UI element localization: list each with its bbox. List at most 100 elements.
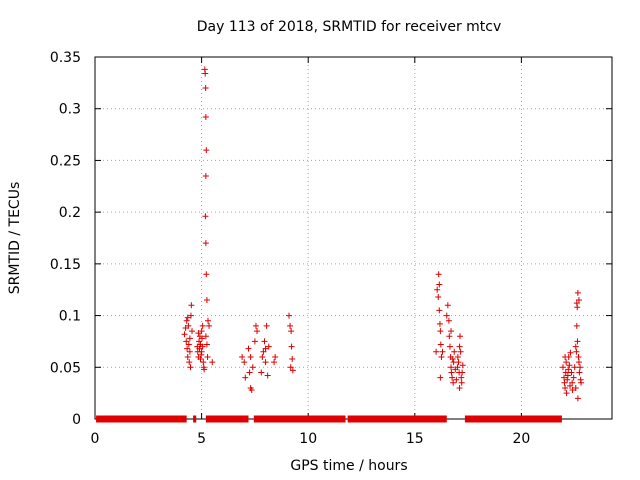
data-point [188, 302, 195, 309]
data-point [252, 322, 259, 329]
data-point [456, 333, 463, 340]
data-point [454, 364, 461, 371]
data-point [203, 341, 210, 348]
data-point [433, 348, 440, 355]
data-point [203, 147, 210, 154]
data-point [458, 374, 465, 381]
data-point [573, 322, 580, 329]
data-point [287, 322, 294, 329]
data-point [569, 387, 576, 394]
data-point [561, 379, 568, 386]
data-point [435, 271, 442, 278]
data-point [245, 345, 252, 352]
data-point [242, 374, 249, 381]
data-point [204, 317, 211, 324]
data-point [184, 353, 191, 360]
data-point [241, 359, 248, 366]
data-point [450, 379, 457, 386]
y-tick-label: 0.2 [59, 205, 81, 221]
data-point [197, 356, 204, 363]
data-point [198, 328, 205, 335]
data-point [443, 312, 450, 319]
x-tick-label: 5 [197, 431, 206, 447]
data-point [575, 353, 582, 360]
data-point [574, 304, 581, 311]
data-point [199, 335, 206, 342]
data-point [200, 359, 207, 366]
gridlines [95, 56, 612, 419]
data-point [435, 293, 442, 300]
data-point [562, 384, 569, 391]
data-point [569, 379, 576, 386]
data-point [446, 333, 453, 340]
data-point [185, 341, 192, 348]
data-points [181, 66, 585, 402]
data-point [183, 317, 190, 324]
data-point [567, 349, 574, 356]
data-point [439, 348, 446, 355]
data-point [209, 359, 216, 366]
data-point [574, 395, 581, 402]
data-point [563, 390, 570, 397]
y-tick-label: 0.3 [59, 102, 81, 118]
data-point [437, 328, 444, 335]
y-tick-label: 0.05 [50, 360, 81, 376]
data-point [264, 372, 271, 379]
y-tick-label: 0.1 [59, 309, 81, 325]
chart-title: Day 113 of 2018, SRMTID for receiver mtc… [197, 19, 502, 35]
y-tick-label: 0 [72, 412, 81, 428]
data-point [564, 376, 571, 383]
data-point [577, 364, 584, 371]
data-point [288, 328, 295, 335]
data-point [449, 374, 456, 381]
data-point [287, 364, 294, 371]
data-point [202, 85, 209, 92]
data-point [436, 307, 443, 314]
data-point [272, 353, 279, 360]
data-point [568, 369, 575, 376]
data-point [438, 353, 445, 360]
data-point [258, 369, 265, 376]
data-point [246, 369, 253, 376]
data-point [437, 341, 444, 348]
data-point [566, 362, 573, 369]
data-point [187, 364, 194, 371]
data-point [186, 359, 193, 366]
x-tick-label: 15 [406, 431, 424, 447]
data-point [185, 322, 192, 329]
data-point [457, 348, 464, 355]
data-point [259, 353, 266, 360]
data-point [459, 362, 466, 369]
data-point [271, 359, 278, 366]
data-point [262, 359, 269, 366]
data-point [575, 359, 582, 366]
y-tick-labels: 0 0.05 0.1 0.15 0.2 0.25 0.3 0.35 [50, 50, 81, 428]
data-point [455, 359, 462, 366]
data-point [184, 314, 191, 321]
data-point [199, 322, 206, 329]
x-tick-label: 0 [91, 431, 100, 447]
data-point [571, 364, 578, 371]
data-point [198, 348, 205, 355]
data-point [195, 330, 202, 337]
data-point [459, 369, 466, 376]
data-point [446, 343, 453, 350]
data-point [448, 328, 455, 335]
y-tick-label: 0.35 [50, 50, 81, 66]
data-point [262, 345, 269, 352]
data-point [187, 312, 194, 319]
data-point [559, 364, 566, 371]
data-point [251, 338, 258, 345]
data-point [260, 348, 267, 355]
data-point [196, 338, 203, 345]
data-point [574, 338, 581, 345]
y-tick-label: 0.15 [50, 257, 81, 273]
data-point [449, 356, 456, 363]
data-point [186, 348, 193, 355]
data-point [288, 343, 295, 350]
data-point [575, 297, 582, 304]
data-point [578, 379, 585, 386]
data-point [456, 384, 463, 391]
